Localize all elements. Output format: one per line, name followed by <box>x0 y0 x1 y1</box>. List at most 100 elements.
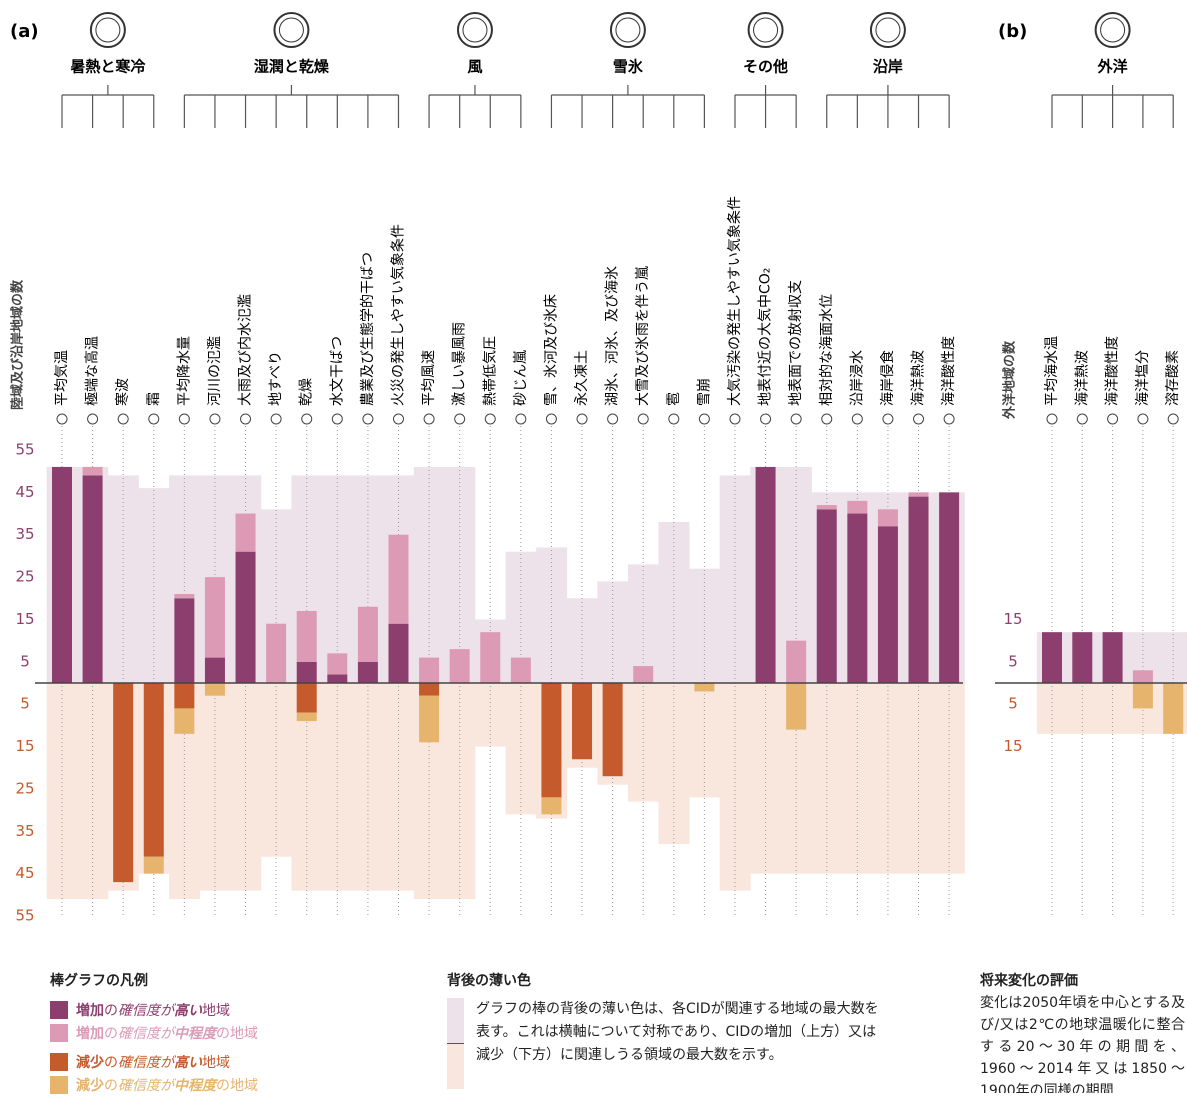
assessment-text: 変化は2050年頃を中心とする及び/又は2℃の地球温暖化に整合する20〜30年の… <box>980 995 1185 1093</box>
bar <box>755 466 776 683</box>
legend-item: 増加の確信度が高い地域 <box>50 998 410 1021</box>
legend-text: 減少の確信度が中程度の地域 <box>76 1075 258 1095</box>
y-tick-label: 35 <box>15 525 34 543</box>
bar <box>52 466 72 683</box>
category-marker <box>362 413 374 425</box>
legend-segment: 地域 <box>202 1002 230 1019</box>
legend-swatch <box>50 1023 68 1042</box>
legend-segment: 中程度 <box>174 1077 216 1094</box>
bar <box>143 683 164 857</box>
category-label: 火災の発生しやすい気象条件 <box>389 224 406 406</box>
y-tick-label: 55 <box>15 441 34 459</box>
category-label: 地表付近の大気中CO₂ <box>758 268 774 406</box>
category-label: 海洋熱波 <box>1074 350 1090 406</box>
category-label: 雪崩 <box>696 378 712 406</box>
category-marker <box>821 413 833 425</box>
y-tick-label: 15 <box>15 610 34 628</box>
background-max <box>77 683 109 900</box>
category-label: 大雨及び内水氾濫 <box>237 294 254 406</box>
y-axis-title: 陸域及び沿岸地域の数 <box>10 279 26 410</box>
background-max <box>689 683 721 798</box>
legend-segment: の地域 <box>216 1077 258 1094</box>
bar <box>143 856 164 874</box>
category-label: 水文干ばつ <box>329 336 345 406</box>
y-tick-label: 5 <box>20 695 30 713</box>
category-marker <box>1167 413 1179 425</box>
group-icon <box>615 17 641 43</box>
category-label: 霜 <box>146 392 162 406</box>
group-name: 暑熱と寒冷 <box>70 58 146 76</box>
category-marker <box>270 413 282 425</box>
legend-segment: 確信度が <box>118 1025 174 1042</box>
assessment: 将来変化の評価 変化は2050年頃を中心とする及び/又は2℃の地球温暖化に整合す… <box>980 970 1185 1093</box>
group-icon <box>753 17 779 43</box>
background-legend-title: 背後の薄い色 <box>447 973 531 989</box>
category-marker <box>392 413 404 425</box>
category-marker <box>668 413 680 425</box>
category-label: 寒波 <box>115 378 131 406</box>
legend-segment: の <box>104 1025 118 1042</box>
bar <box>235 551 256 683</box>
bar <box>388 623 409 683</box>
bar <box>296 683 317 713</box>
bar <box>1102 632 1123 683</box>
category-marker <box>87 413 99 425</box>
bar <box>1132 683 1153 709</box>
category-marker <box>209 413 221 425</box>
group-name: 外洋 <box>1097 58 1128 76</box>
category-label: 河川の氾濫 <box>206 336 223 406</box>
bar <box>204 577 225 658</box>
bar <box>174 594 195 599</box>
category-label: 平均風速 <box>421 350 437 406</box>
legend-segment: 減少 <box>76 1054 104 1071</box>
bar <box>1042 632 1062 683</box>
category-label: 相対的な海面水位 <box>819 294 835 406</box>
legend-swatch <box>50 1000 68 1019</box>
bar <box>908 496 929 683</box>
bar <box>296 610 317 662</box>
category-marker <box>913 413 925 425</box>
bar <box>633 666 654 683</box>
bar <box>204 683 225 696</box>
category-label: 大気汚染の発生しやすい気象条件 <box>726 196 743 406</box>
category-marker <box>760 413 772 425</box>
bar <box>113 683 134 883</box>
background-max <box>46 683 78 900</box>
category-marker <box>56 413 68 425</box>
bar <box>204 657 225 683</box>
y-tick-label: 15 <box>1003 737 1022 755</box>
bar <box>1072 632 1093 683</box>
bar <box>449 649 470 683</box>
bar <box>174 708 195 734</box>
legend-segment: 増加 <box>76 1002 104 1019</box>
bar <box>786 640 807 683</box>
category-marker <box>148 413 160 425</box>
bar <box>480 632 501 683</box>
y-tick-label: 5 <box>20 652 30 670</box>
legend-swatch <box>50 1052 68 1071</box>
category-marker <box>851 413 863 425</box>
bar <box>939 492 960 683</box>
category-label: 地表面での放射収支 <box>788 280 804 406</box>
group-icon <box>95 17 121 43</box>
background-max <box>566 598 598 683</box>
category-label: 沿岸浸水 <box>849 350 865 406</box>
legend-segment: の <box>104 1054 118 1071</box>
category-label: 海洋塩分 <box>1135 350 1151 406</box>
legend-title: 棒グラフの凡例 <box>50 973 148 989</box>
background-max <box>1097 683 1129 734</box>
bar <box>510 657 531 683</box>
background-max <box>138 488 170 683</box>
category-label: 湖氷、河氷、及び海氷 <box>605 266 621 406</box>
category-marker <box>454 413 466 425</box>
category-label: 大雪及び氷雨を伴う嵐 <box>635 266 651 406</box>
category-label: 平均海水温 <box>1044 336 1060 406</box>
category-marker <box>515 413 527 425</box>
bar <box>266 623 287 683</box>
category-marker <box>1046 413 1058 425</box>
category-label: 平均気温 <box>54 350 70 406</box>
group-name: 雪氷 <box>613 58 644 76</box>
legend-item: 減少の確信度が高い地域 <box>50 1050 410 1073</box>
bar <box>602 683 623 777</box>
category-marker <box>178 413 190 425</box>
